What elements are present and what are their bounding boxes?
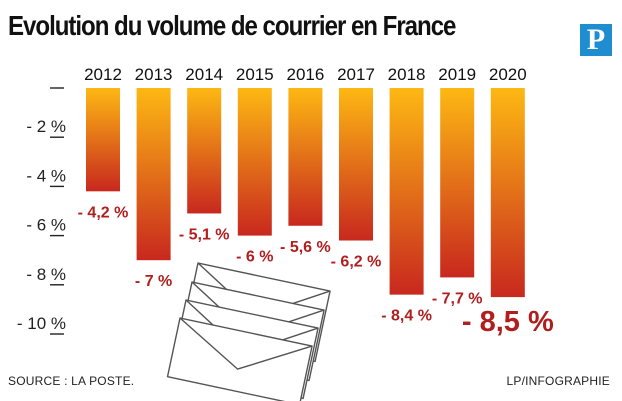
value-label: - 5,6 % — [280, 239, 331, 256]
source-note: SOURCE : LA POSTE. — [8, 374, 135, 388]
value-label: - 8,4 % — [381, 308, 432, 325]
bar — [86, 88, 120, 192]
bar — [440, 88, 475, 278]
bar — [288, 88, 323, 226]
y-tick-label: - 8 % — [26, 265, 66, 284]
category-label: 2020 — [489, 65, 527, 84]
category-label: 2015 — [236, 65, 274, 84]
chart-title: Evolution du volume de courrier en Franc… — [8, 10, 456, 41]
value-label: - 5,1 % — [179, 226, 230, 243]
category-label: 2019 — [438, 65, 476, 84]
logo-letter: P — [586, 23, 606, 56]
category-label: 2014 — [185, 65, 223, 84]
bar — [136, 88, 171, 261]
category-label: 2016 — [286, 65, 324, 84]
category-label: 2012 — [84, 65, 122, 84]
category-label: 2018 — [388, 65, 426, 84]
bar — [187, 88, 222, 214]
bar — [389, 88, 424, 295]
category-label: 2017 — [337, 65, 375, 84]
y-tick-label: - 2 % — [26, 117, 66, 136]
value-label: - 6,2 % — [331, 254, 382, 271]
y-tick-label: - 6 % — [26, 216, 66, 235]
value-label: - 7 % — [135, 273, 172, 290]
credit-note: LP/INFOGRAPHIE — [506, 374, 610, 388]
publisher-logo: P — [580, 24, 612, 56]
value-label: - 7,7 % — [432, 290, 483, 307]
bar — [237, 88, 272, 236]
bar — [490, 88, 525, 298]
envelopes-illustration — [166, 262, 331, 401]
bar — [339, 88, 373, 241]
category-label: 2013 — [135, 65, 173, 84]
y-tick-label: - 10 % — [17, 314, 66, 333]
value-label: - 4,2 % — [78, 204, 129, 221]
value-label: - 8,5 % — [462, 306, 554, 338]
value-label: - 6 % — [236, 249, 273, 266]
y-tick-label: - 4 % — [26, 166, 66, 185]
